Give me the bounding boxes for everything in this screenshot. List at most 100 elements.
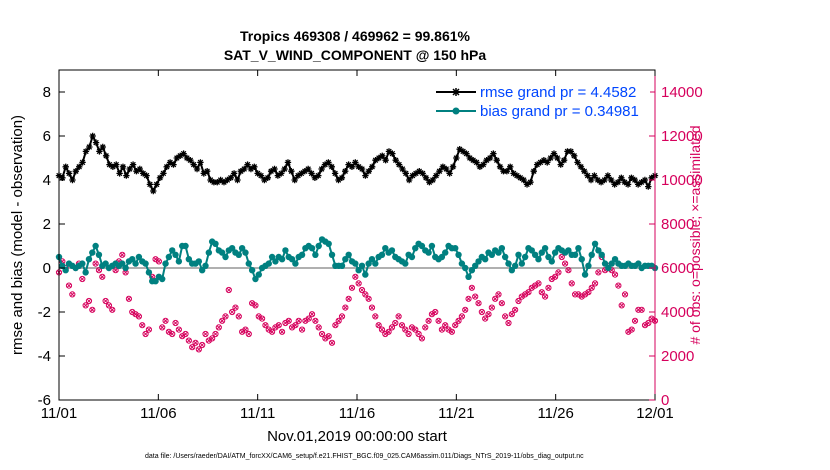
obs-possible-point: [502, 313, 509, 320]
rmse-point: [466, 154, 474, 162]
obs-assimilated-point: [376, 323, 381, 328]
obs-possible-point: [438, 326, 446, 333]
bias-point: [358, 262, 366, 269]
obs-assimilated-point: [96, 268, 102, 273]
obs-assimilated-point: [353, 274, 358, 279]
bias-point: [122, 264, 129, 272]
obs-possible-point: [618, 302, 625, 309]
obs-assimilated-point: [156, 259, 162, 264]
obs-assimilated-point: [90, 307, 95, 312]
rmse-point: [244, 161, 251, 168]
bias-point: [472, 262, 479, 269]
obs-possible-point: [245, 330, 252, 338]
rmse-point: [426, 179, 433, 186]
obs-assimilated-point: [559, 254, 564, 260]
legend-bias-marker: [452, 107, 460, 115]
obs-possible-point: [119, 251, 126, 258]
bias-point: [195, 258, 203, 265]
bias-point: [428, 242, 436, 250]
bias-point: [368, 256, 376, 263]
bias-point: [59, 262, 66, 269]
obs-possible-point: [139, 322, 146, 329]
obs-possible-point: [69, 291, 76, 298]
obs-possible-point: [621, 291, 629, 298]
rmse-point: [419, 170, 426, 177]
bias-point: [308, 245, 316, 252]
obs-assimilated-point: [163, 318, 168, 323]
rmse-point: [76, 163, 83, 170]
y-tick-label-left: -6: [38, 392, 51, 409]
obs-assimilated-point: [556, 270, 561, 275]
bias-point: [548, 258, 555, 265]
obs-assimilated-point: [393, 320, 398, 326]
bias-point: [455, 251, 462, 258]
obs-assimilated-point: [339, 314, 345, 319]
obs-possible-point: [162, 317, 169, 324]
rmse-point: [547, 154, 554, 162]
bias-point: [601, 260, 609, 267]
bias-point: [462, 264, 469, 272]
rmse-point: [190, 161, 197, 168]
obs-possible-point: [378, 326, 386, 333]
obs-assimilated-point: [160, 325, 165, 330]
bias-point: [365, 260, 372, 267]
bias-point: [205, 249, 213, 256]
obs-assimilated-point: [253, 303, 258, 308]
obs-possible-point: [558, 253, 565, 261]
bias-point: [62, 267, 69, 274]
rmse-point: [82, 148, 90, 155]
obs-assimilated-point: [483, 316, 488, 321]
obs-assimilated-point: [503, 314, 508, 319]
obs-assimilated-point: [323, 336, 328, 341]
rmse-point: [237, 168, 245, 175]
rmse-point: [469, 157, 477, 164]
obs-assimilated-point: [459, 314, 465, 319]
obs-possible-point: [585, 289, 592, 296]
bias-point: [92, 242, 99, 250]
obs-possible-point: [392, 319, 399, 327]
obs-possible-point: [305, 315, 312, 322]
rmse-point: [251, 163, 258, 170]
obs-possible-point: [635, 306, 642, 313]
obs-possible-point: [192, 339, 199, 346]
rmse-point: [392, 157, 399, 164]
obs-assimilated-point: [489, 305, 495, 310]
rmse-point: [301, 168, 309, 175]
bias-point: [202, 262, 209, 269]
bias-point: [89, 249, 96, 256]
bias-point: [172, 251, 179, 258]
bias-point: [475, 258, 482, 265]
obs-assimilated-point: [123, 270, 128, 275]
obs-assimilated-point: [532, 283, 538, 288]
rmse-point: [116, 170, 123, 177]
obs-assimilated-point: [529, 285, 534, 290]
obs-possible-point: [418, 335, 426, 342]
rmse-point: [554, 154, 561, 162]
obs-possible-point: [135, 313, 143, 320]
bias-point: [315, 242, 322, 250]
obs-assimilated-point: [329, 340, 335, 345]
rmse-point: [456, 146, 463, 153]
rmse-point: [500, 168, 507, 175]
bias-point: [338, 262, 346, 269]
rmse-point: [416, 168, 423, 175]
obs-assimilated-point: [233, 305, 238, 310]
bias-point: [438, 253, 446, 261]
bias-point: [312, 251, 319, 258]
obs-possible-point: [65, 282, 73, 289]
obs-possible-point: [512, 306, 519, 313]
obs-possible-point: [455, 317, 462, 324]
rmse-point: [348, 163, 356, 170]
rmse-point: [156, 174, 164, 181]
obs-possible-point: [442, 322, 449, 329]
rmse-point: [584, 172, 591, 179]
obs-assimilated-point: [592, 281, 598, 286]
rmse-point: [560, 157, 568, 164]
obs-possible-point: [638, 306, 645, 313]
rmse-point: [193, 165, 201, 173]
rmse-point: [375, 154, 383, 162]
obs-possible-point: [375, 322, 382, 329]
obs-assimilated-point: [100, 274, 105, 279]
rmse-point: [520, 176, 527, 184]
bias-point: [159, 275, 166, 283]
